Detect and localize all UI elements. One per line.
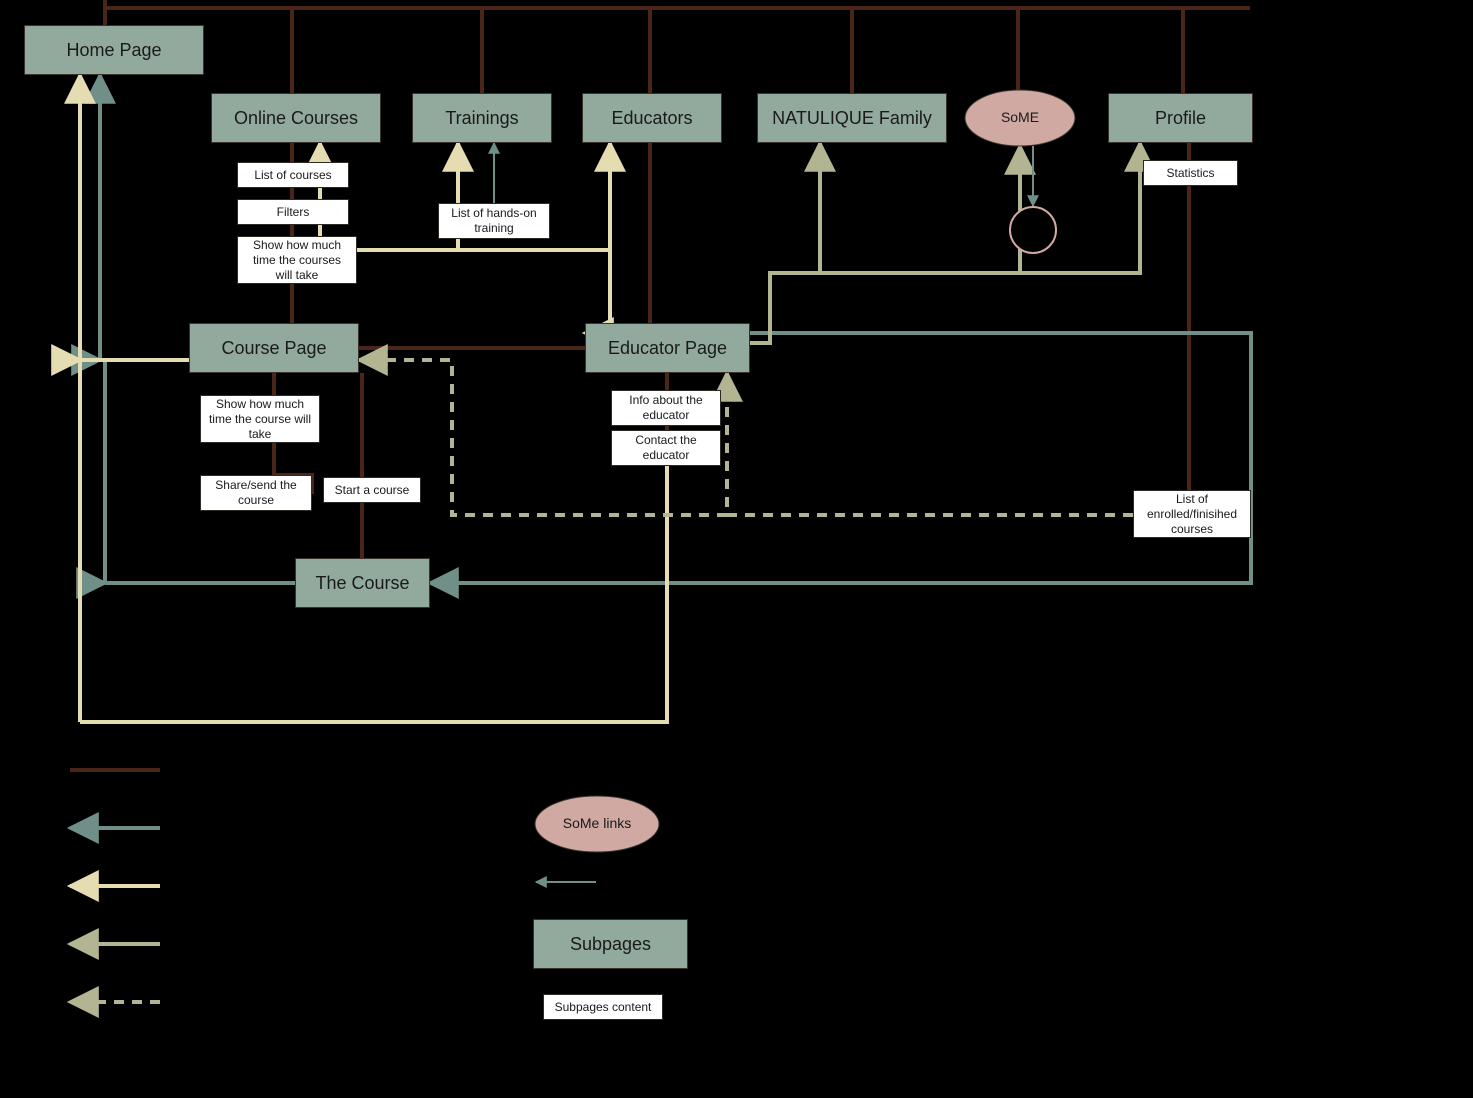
- node-online-courses: Online Courses: [211, 93, 381, 143]
- node-trainings: Trainings: [412, 93, 552, 143]
- sitemap-diagram: Home PageOnline Courses Trainings Educator…: [0, 0, 1473, 1098]
- detail-list-courses: List of courses: [237, 162, 349, 188]
- svg-text:SoME: SoME: [1001, 109, 1039, 125]
- ellipse-legend-some: SoMe links: [534, 795, 660, 853]
- detail-contact-educator: Contact the educator: [611, 430, 721, 466]
- node-educator-page: Educator Page: [585, 323, 750, 373]
- detail-start-course: Start a course: [323, 477, 421, 503]
- detail-share-course: Share/send the course: [200, 475, 312, 511]
- svg-text:SoMe links: SoMe links: [563, 815, 631, 831]
- ellipse-some: SoME: [964, 89, 1076, 147]
- detail-course-time: Show how much time the courses will take: [237, 236, 357, 284]
- detail-info-educator: Info about the educator: [611, 390, 721, 426]
- node-home: Home Page: [24, 25, 204, 75]
- edges-layer: [0, 0, 1473, 1098]
- detail-filters: Filters: [237, 199, 349, 225]
- node-profile: Profile: [1108, 93, 1253, 143]
- detail-course-time2: Show how much time the course will take: [200, 395, 320, 443]
- detail-hands-on: List of hands-on training: [438, 203, 550, 239]
- detail-legend-content: Subpages content: [543, 994, 663, 1020]
- node-educators: Educators: [582, 93, 722, 143]
- node-family: NATULIQUE Family: [757, 93, 947, 143]
- detail-statistics: Statistics: [1143, 160, 1238, 186]
- some-child-circle: [1009, 206, 1057, 254]
- node-the-course: The Course: [295, 558, 430, 608]
- node-legend-subpages: Subpages: [533, 919, 688, 969]
- node-course-page: Course Page: [189, 323, 359, 373]
- detail-list-enrolled: List of enrolled/finisihed courses: [1133, 490, 1251, 538]
